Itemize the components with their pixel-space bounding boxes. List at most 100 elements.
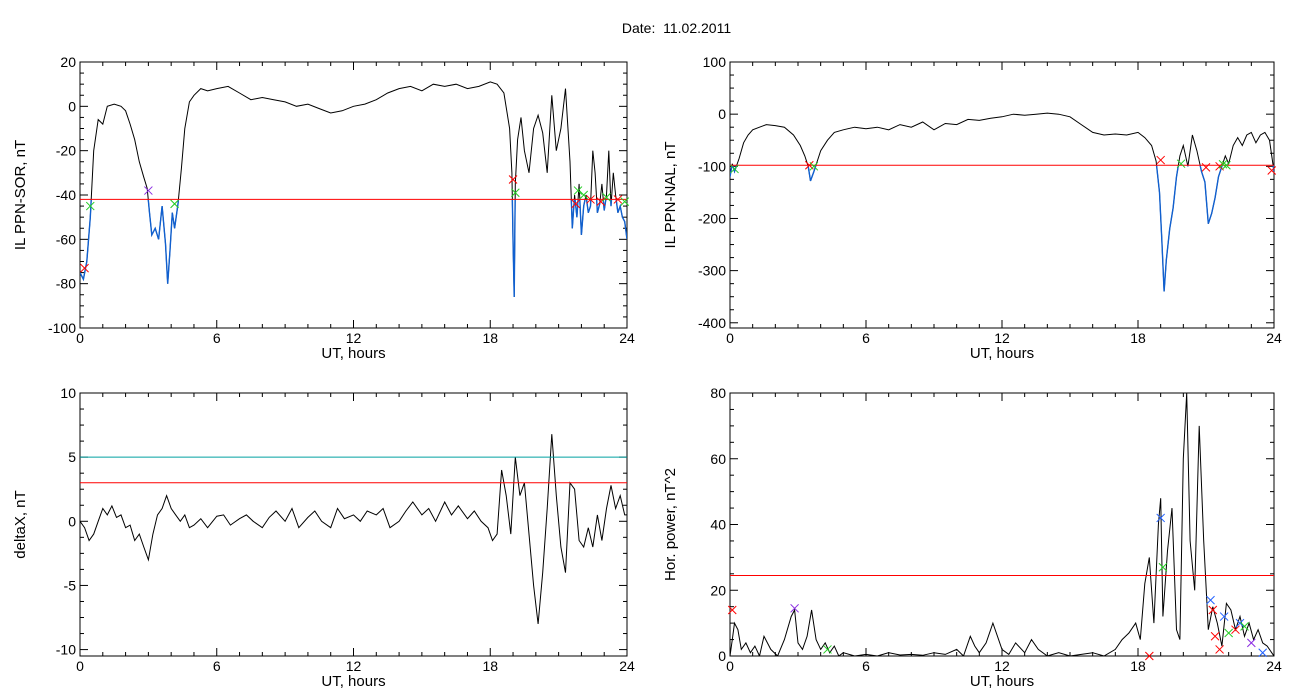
plot-frame	[79, 61, 628, 329]
panel-ppn-nal: 0 6 12 18 24 -400 -300 -200 -100 0 100 UT, hours IL …	[662, 54, 1282, 362]
series-line	[80, 81, 627, 298]
x-tick-label: 6	[862, 658, 870, 674]
x-tick-label: 18	[482, 658, 498, 674]
x-tick-label: 0	[726, 658, 734, 674]
y-tick-label: -10	[56, 642, 76, 658]
x-tick-label: 18	[482, 330, 498, 346]
x-axis-label: UT, hours	[321, 345, 385, 362]
x-axis-label: UT, hours	[321, 673, 385, 690]
y-tick-label: -200	[698, 210, 726, 226]
panel-ppn-sor: 0 6 12 18 24 -100 -80 -60 -40 -20 0 20 UT, hours IL P…	[12, 54, 635, 362]
x-marker	[1215, 645, 1224, 654]
y-axis-label: IL PPN-SOR, nT	[12, 140, 29, 250]
x-marker	[602, 192, 611, 202]
y-tick-label: -80	[56, 276, 76, 292]
x-marker	[620, 197, 630, 207]
x-marker	[571, 199, 581, 209]
x-marker	[1218, 159, 1228, 169]
x-marker	[1222, 160, 1231, 170]
x-tick-label: 12	[346, 330, 362, 346]
y-tick-label: -100	[48, 320, 76, 336]
x-tick-label: 0	[76, 330, 84, 346]
y-tick-label: -20	[56, 143, 76, 159]
x-marker	[579, 190, 589, 200]
plot-area	[730, 393, 1274, 656]
y-tick-label: 0	[68, 513, 76, 529]
y-tick-label: 20	[710, 582, 726, 598]
y-tick-label: -400	[698, 315, 726, 331]
x-marker	[727, 605, 737, 615]
x-marker	[1206, 595, 1215, 605]
x-marker	[613, 195, 623, 204]
y-tick-label: -5	[64, 577, 77, 593]
y-axis-label: Hor. power, nT^2	[662, 468, 679, 581]
plot-frame	[729, 392, 1275, 657]
x-tick-label: 24	[619, 658, 635, 674]
x-marker	[510, 188, 520, 198]
x-marker	[1201, 163, 1211, 172]
x-marker	[1144, 651, 1154, 661]
x-tick-label: 24	[1266, 330, 1282, 346]
x-marker	[790, 603, 799, 613]
x-marker	[1208, 605, 1218, 615]
x-marker	[596, 197, 606, 207]
y-tick-label: 100	[703, 54, 727, 70]
y-axis-label: IL PPN-NAL, nT	[662, 142, 679, 249]
series-line	[80, 434, 627, 624]
panel-deltax: 0 6 12 18 24 -10 -5 0 5 10 UT, hours deltaX, nT	[12, 385, 635, 690]
y-tick-label: 10	[60, 385, 76, 401]
x-axis-label: UT, hours	[970, 345, 1034, 362]
x-tick-label: 18	[1130, 658, 1146, 674]
x-axis-label: UT, hours	[970, 673, 1034, 690]
y-tick-label: 60	[710, 451, 726, 467]
x-marker	[573, 186, 583, 195]
plot-area	[730, 112, 1274, 292]
x-marker	[1156, 155, 1166, 165]
x-marker	[1240, 622, 1249, 631]
x-marker	[1258, 648, 1268, 658]
y-tick-label: 5	[68, 449, 76, 465]
plot-frame	[79, 392, 628, 657]
y-tick-label: 0	[718, 648, 726, 664]
y-axis-label: deltaX, nT	[12, 490, 29, 558]
y-tick-label: -60	[56, 231, 76, 247]
x-marker	[1158, 562, 1168, 572]
x-tick-label: 18	[1130, 330, 1146, 346]
x-tick-label: 24	[619, 330, 635, 346]
x-marker	[1231, 625, 1240, 635]
x-marker	[809, 161, 819, 171]
x-marker	[1235, 618, 1245, 628]
x-marker	[1156, 513, 1166, 523]
x-marker	[1219, 612, 1229, 621]
y-tick-label: 0	[718, 106, 726, 122]
y-tick-label: -100	[698, 158, 726, 174]
plot-frame	[729, 61, 1275, 329]
x-marker	[85, 201, 95, 211]
series-below-threshold	[730, 165, 1274, 292]
x-tick-label: 12	[346, 658, 362, 674]
x-marker	[823, 645, 832, 654]
x-marker	[144, 186, 153, 195]
x-tick-label: 6	[213, 330, 221, 346]
x-marker	[1210, 631, 1220, 641]
plot-area	[80, 81, 627, 298]
x-tick-label: 6	[862, 330, 870, 346]
x-marker	[1224, 628, 1234, 638]
x-marker	[730, 164, 739, 174]
x-tick-label: 0	[76, 658, 84, 674]
panel-hor-power: 0 6 12 18 24 0 20 40 60 80 UT, hours Hor. power, nT…	[662, 385, 1282, 690]
x-marker	[80, 263, 89, 273]
y-tick-label: 80	[710, 385, 726, 401]
series-below-threshold	[80, 199, 627, 298]
y-tick-label: 0	[68, 98, 76, 114]
x-tick-label: 0	[726, 330, 734, 346]
y-tick-label: -300	[698, 263, 726, 279]
x-marker	[170, 199, 179, 209]
series-line	[730, 393, 1274, 656]
y-tick-label: 20	[60, 54, 76, 70]
y-tick-label: -40	[56, 187, 76, 203]
x-marker	[1267, 166, 1277, 175]
y-tick-label: 40	[710, 517, 726, 533]
x-tick-label: 12	[994, 658, 1010, 674]
